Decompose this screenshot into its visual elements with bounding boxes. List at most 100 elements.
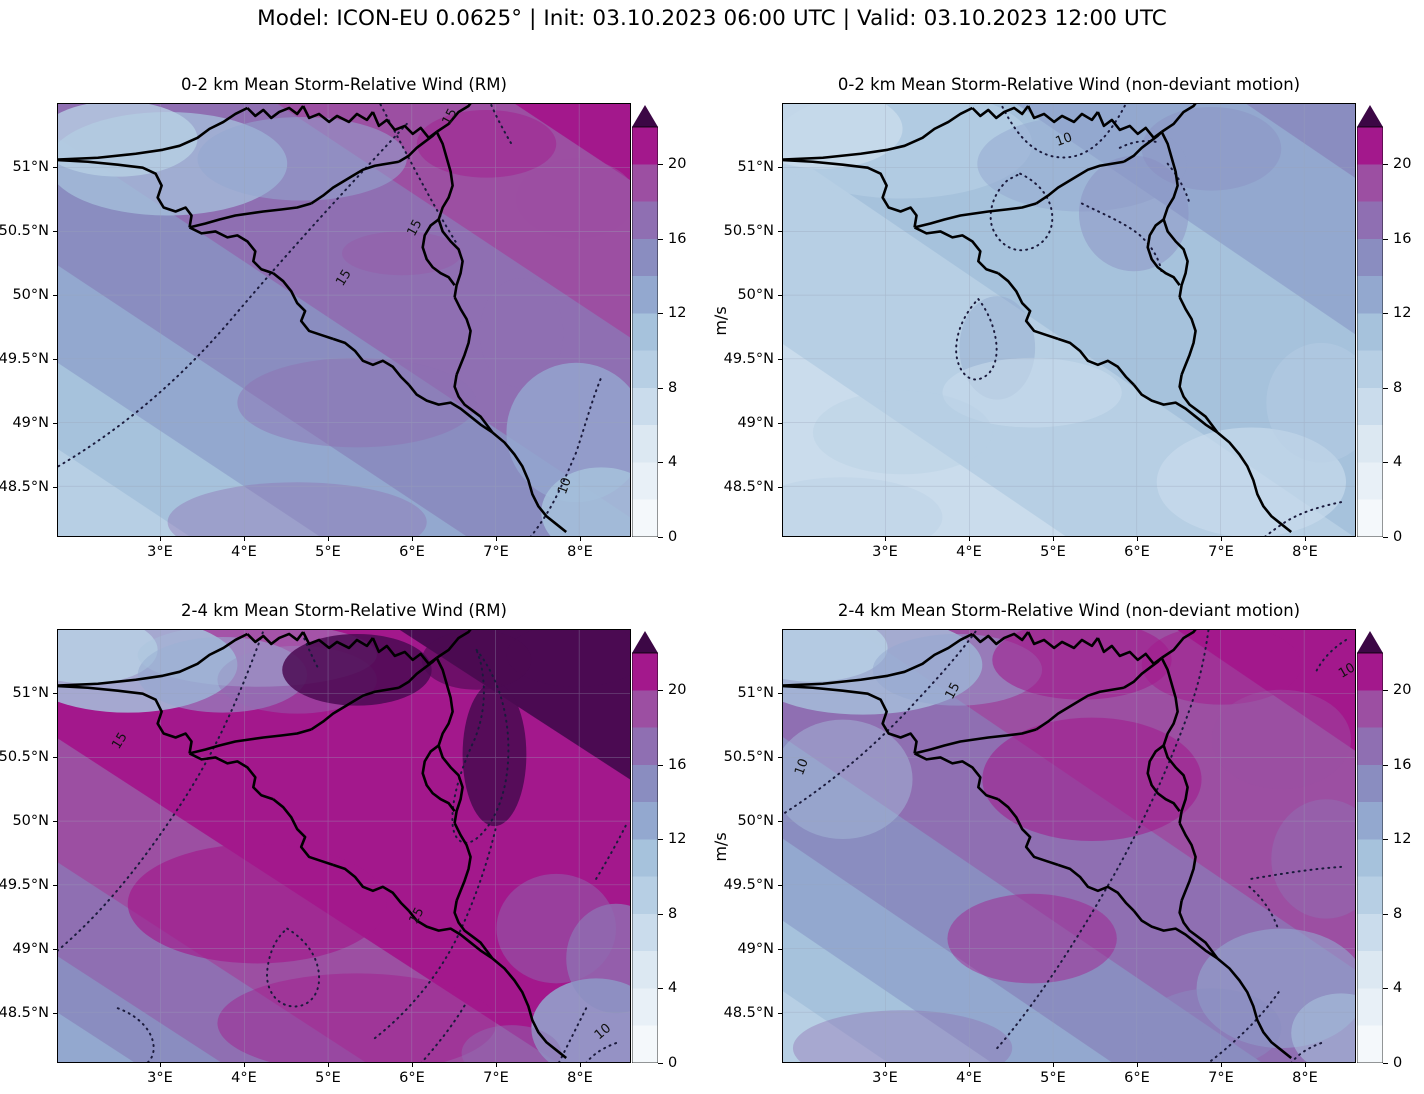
xtick-mark	[885, 537, 887, 541]
cbar-tick-mark	[1383, 988, 1388, 990]
ytick-label: 50°N	[12, 287, 49, 303]
cbar-tick-label: 0	[668, 1055, 678, 1071]
colorbar-gradient	[632, 631, 658, 1063]
graticule	[58, 630, 630, 1062]
cbar-tick-mark	[1383, 388, 1388, 390]
cbar-tick-mark	[658, 239, 663, 241]
colorbar-axis-label: m/s	[711, 306, 731, 336]
cbar-tick-label: 8	[668, 906, 678, 922]
xtick-label: 8°E	[1292, 1070, 1318, 1086]
cbar-tick-mark	[658, 914, 663, 916]
ytick-label: 50.5°N	[723, 223, 774, 239]
map-area[interactable]	[57, 103, 631, 537]
ytick-label: 48.5°N	[723, 1005, 774, 1021]
ytick-label: 50°N	[12, 813, 49, 829]
xtick-mark	[1053, 1063, 1055, 1067]
cbar-tick-mark	[1383, 1063, 1388, 1065]
cbar-tick-label: 8	[1393, 380, 1403, 396]
line-contours	[58, 630, 628, 1062]
panel-2-4km-nondeviant: 2-4 km Mean Storm-Relative Wind (non-dev…	[724, 601, 1358, 1086]
panel-0-2km-rm: 0-2 km Mean Storm-Relative Wind (RM)	[0, 75, 631, 560]
xtick-mark	[1305, 1063, 1307, 1067]
xtick-mark	[1221, 537, 1223, 541]
cbar-tick-label: 20	[1393, 682, 1412, 698]
panel-0-2km-nondeviant: 0-2 km Mean Storm-Relative Wind (non-dev…	[724, 75, 1356, 560]
graticule	[783, 104, 1355, 536]
ytick-label: 50.5°N	[0, 749, 49, 765]
ytick-label: 50°N	[737, 287, 774, 303]
cbar-tick-mark	[1383, 765, 1388, 767]
xtick-mark	[412, 1063, 414, 1067]
ytick-label: 48.5°N	[723, 479, 774, 495]
map-area[interactable]	[782, 629, 1356, 1063]
ytick-mark	[778, 693, 782, 695]
xtick-mark	[1305, 537, 1307, 541]
xtick-mark	[328, 537, 330, 541]
ytick-label: 49.5°N	[723, 351, 774, 367]
panel-title: 2-4 km Mean Storm-Relative Wind (non-dev…	[837, 601, 1301, 620]
cbar-tick-label: 0	[1393, 529, 1403, 545]
xtick-mark	[1137, 1063, 1139, 1067]
cbar-tick-label: 16	[1393, 231, 1412, 247]
ytick-mark	[53, 423, 57, 425]
xtick-label: 3°E	[147, 544, 173, 560]
xtick-mark	[244, 1063, 246, 1067]
ytick-label: 49.5°N	[0, 351, 49, 367]
xtick-label: 6°E	[399, 544, 425, 560]
ytick-label: 48.5°N	[0, 479, 49, 495]
ytick-label: 51°N	[12, 159, 49, 175]
cbar-tick-mark	[658, 690, 663, 692]
ytick-label: 50.5°N	[0, 223, 49, 239]
xtick-label: 6°E	[399, 1070, 425, 1086]
xtick-label: 4°E	[231, 544, 257, 560]
cbar-tick-label: 16	[668, 757, 687, 773]
xtick-label: 8°E	[567, 544, 593, 560]
xtick-label: 8°E	[567, 1070, 593, 1086]
cbar-tick-label: 4	[1393, 980, 1403, 996]
country-borders	[783, 104, 1293, 534]
cbar-tick-mark	[1383, 690, 1388, 692]
xtick-mark	[496, 537, 498, 541]
colorbar-0-2km-rm: 20 16 12 8 4 0 m/s	[632, 105, 730, 545]
xtick-label: 7°E	[1208, 1070, 1234, 1086]
ytick-mark	[53, 295, 57, 297]
ytick-label: 51°N	[12, 685, 49, 701]
map-render	[783, 104, 1355, 536]
cbar-tick-label: 12	[668, 305, 687, 321]
map-area[interactable]	[57, 629, 631, 1063]
panel-title: 0-2 km Mean Storm-Relative Wind (RM)	[181, 75, 507, 94]
cbar-tick-mark	[658, 537, 663, 539]
ytick-mark	[778, 487, 782, 489]
xtick-mark	[244, 537, 246, 541]
map-area[interactable]	[782, 103, 1356, 537]
ytick-mark	[53, 885, 57, 887]
graticule	[783, 630, 1355, 1062]
ytick-label: 49.5°N	[723, 877, 774, 893]
xtick-mark	[969, 537, 971, 541]
colorbar-gradient	[1357, 105, 1383, 537]
ytick-mark	[53, 693, 57, 695]
ytick-label: 50°N	[737, 813, 774, 829]
ytick-mark	[778, 359, 782, 361]
xtick-mark	[412, 537, 414, 541]
map-render	[58, 630, 630, 1062]
cbar-tick-label: 0	[668, 529, 678, 545]
cbar-tick-mark	[1383, 462, 1388, 464]
xtick-label: 5°E	[315, 1070, 341, 1086]
xtick-label: 3°E	[147, 1070, 173, 1086]
line-contours	[58, 104, 603, 536]
xtick-mark	[496, 1063, 498, 1067]
line-contours	[783, 630, 1348, 1062]
xtick-mark	[1137, 537, 1139, 541]
cbar-tick-mark	[658, 313, 663, 315]
ytick-mark	[778, 423, 782, 425]
xtick-label: 6°E	[1124, 544, 1150, 560]
panel-2-4km-rm: 2-4 km Mean Storm-Relative Wind (RM)	[0, 601, 631, 1086]
panel-title: 2-4 km Mean Storm-Relative Wind (RM)	[181, 601, 507, 620]
cbar-tick-label: 12	[668, 831, 687, 847]
xtick-label: 4°E	[956, 544, 982, 560]
cbar-tick-label: 4	[668, 980, 678, 996]
ytick-label: 49°N	[737, 941, 774, 957]
country-borders	[783, 630, 1293, 1060]
xtick-mark	[1053, 537, 1055, 541]
